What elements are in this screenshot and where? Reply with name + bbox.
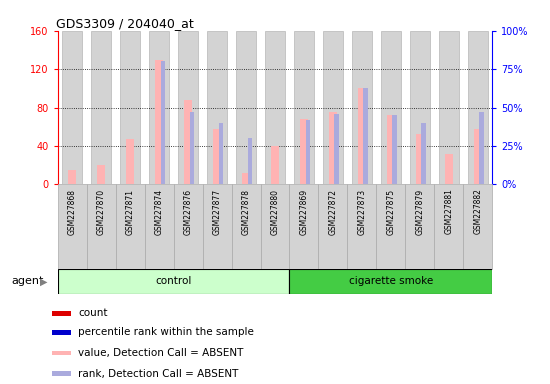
Bar: [392, 115, 397, 184]
Bar: [58, 184, 87, 269]
Bar: [294, 31, 314, 184]
Bar: [184, 100, 192, 184]
Bar: [232, 184, 261, 269]
Bar: [463, 184, 492, 269]
Bar: [416, 134, 424, 184]
Bar: [145, 184, 174, 269]
Bar: [261, 184, 289, 269]
Bar: [405, 184, 434, 269]
Bar: [155, 60, 163, 184]
Text: GSM227882: GSM227882: [473, 189, 482, 234]
Bar: [97, 165, 105, 184]
Bar: [68, 170, 76, 184]
Bar: [318, 184, 348, 269]
Bar: [348, 184, 376, 269]
Text: ▶: ▶: [40, 276, 48, 286]
Bar: [62, 31, 82, 184]
Text: control: control: [156, 276, 192, 286]
Text: GSM227879: GSM227879: [415, 189, 425, 235]
Bar: [364, 88, 368, 184]
Bar: [445, 154, 453, 184]
Bar: [305, 120, 310, 184]
Text: GSM227868: GSM227868: [68, 189, 77, 235]
Bar: [149, 31, 169, 184]
Bar: [474, 129, 482, 184]
Bar: [248, 138, 252, 184]
Text: GSM227869: GSM227869: [299, 189, 309, 235]
Text: GSM227871: GSM227871: [125, 189, 135, 235]
Bar: [236, 31, 256, 184]
Bar: [242, 173, 250, 184]
Bar: [58, 269, 289, 294]
Bar: [434, 184, 463, 269]
Bar: [439, 31, 459, 184]
Bar: [410, 31, 430, 184]
Bar: [289, 184, 318, 269]
Text: cigarette smoke: cigarette smoke: [349, 276, 433, 286]
Text: agent: agent: [11, 276, 43, 286]
Bar: [213, 129, 221, 184]
Bar: [421, 123, 426, 184]
Text: count: count: [78, 308, 108, 318]
Bar: [161, 61, 165, 184]
Bar: [116, 184, 145, 269]
Bar: [334, 114, 339, 184]
Bar: [87, 184, 116, 269]
Bar: [468, 31, 488, 184]
Bar: [91, 31, 111, 184]
Bar: [207, 31, 227, 184]
Bar: [289, 269, 492, 294]
Bar: [120, 31, 140, 184]
Bar: [329, 112, 337, 184]
Text: rank, Detection Call = ABSENT: rank, Detection Call = ABSENT: [78, 369, 239, 379]
Bar: [387, 115, 395, 184]
Bar: [52, 371, 71, 376]
Bar: [358, 88, 366, 184]
Bar: [271, 146, 279, 184]
Text: GSM227870: GSM227870: [97, 189, 106, 235]
Text: GSM227873: GSM227873: [358, 189, 366, 235]
Bar: [381, 31, 401, 184]
Text: percentile rank within the sample: percentile rank within the sample: [78, 327, 254, 337]
Bar: [52, 311, 71, 316]
Text: GSM227880: GSM227880: [271, 189, 279, 235]
Bar: [218, 123, 223, 184]
Bar: [174, 184, 202, 269]
Text: GDS3309 / 204040_at: GDS3309 / 204040_at: [56, 17, 194, 30]
Bar: [126, 139, 134, 184]
Text: GSM227878: GSM227878: [241, 189, 251, 235]
Bar: [178, 31, 198, 184]
Bar: [202, 184, 232, 269]
Bar: [323, 31, 343, 184]
Text: GSM227872: GSM227872: [328, 189, 338, 235]
Bar: [190, 112, 194, 184]
Text: GSM227875: GSM227875: [386, 189, 395, 235]
Text: value, Detection Call = ABSENT: value, Detection Call = ABSENT: [78, 348, 244, 358]
Bar: [376, 184, 405, 269]
Bar: [265, 31, 285, 184]
Bar: [479, 112, 484, 184]
Text: GSM227876: GSM227876: [184, 189, 192, 235]
Bar: [352, 31, 372, 184]
Bar: [52, 330, 71, 334]
Text: GSM227881: GSM227881: [444, 189, 453, 234]
Text: GSM227877: GSM227877: [212, 189, 222, 235]
Bar: [300, 119, 308, 184]
Text: GSM227874: GSM227874: [155, 189, 164, 235]
Bar: [52, 351, 71, 355]
